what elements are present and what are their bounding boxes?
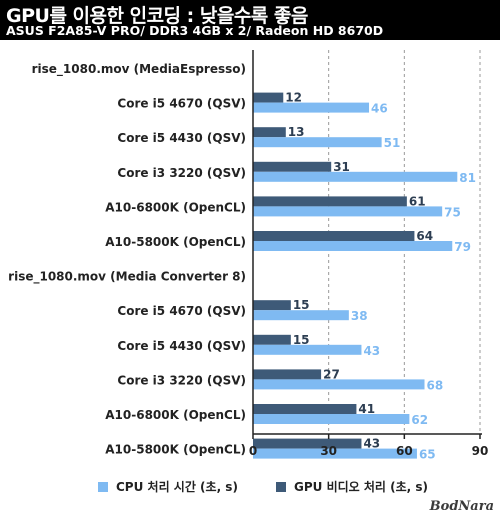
bar-cpu [253,448,417,459]
value-label-cpu: 38 [351,309,368,323]
bar-gpu [253,196,407,207]
chart-title: GPU를 이용한 인코딩 : 낮을수록 좋음 [6,5,308,27]
value-label-gpu: 61 [409,194,426,208]
value-label-cpu: 68 [427,378,444,392]
value-label-gpu: 15 [293,333,310,347]
category-label: Core i5 4430 (QSV) [117,131,246,145]
category-label: Core i3 3220 (QSV) [117,373,246,387]
bar-gpu [253,369,322,380]
value-label-gpu: 15 [293,298,310,312]
group-heading-1: rise_1080.mov (Media Converter 8) [8,270,246,285]
bar-cpu [253,379,425,390]
bar-gpu [253,161,332,172]
bar-gpu [253,404,357,414]
x-tick-label: 90 [472,444,489,458]
legend-label-cpu: CPU 처리 시간 (초, s) [116,480,238,494]
category-label: Core i5 4430 (QSV) [117,339,246,353]
value-label-gpu: 12 [285,91,302,105]
bar-gpu [253,334,291,345]
bar-chart: rise_1080.mov (MediaEspresso) Core i5 467… [8,50,489,462]
category-label: A10-6800K (OpenCL) [105,200,246,214]
bar-cpu [253,344,362,355]
category-label: Core i5 4670 (QSV) [117,304,246,318]
bar-gpu [253,92,284,103]
category-label: Core i3 3220 (QSV) [117,166,246,180]
bar-gpu [253,231,415,241]
x-tick-label: 0 [249,444,257,458]
bar-gpu [253,127,286,138]
category-label: A10-5800K (OpenCL) [105,235,246,249]
value-label-cpu: 75 [444,205,461,219]
chart-legend: CPU 처리 시간 (초, s) GPU 비디오 처리 (초, s) [0,478,500,498]
watermark-logo: BodNara [429,499,494,514]
chart-subtitle: ASUS F2A85-V PRO/ DDR3 4GB x 2/ Radeon H… [6,23,384,38]
category-label: A10-6800K (OpenCL) [105,408,246,422]
x-tick-label: 60 [396,444,413,458]
legend-swatch-cpu [98,481,108,492]
bar-cpu [253,414,410,424]
group-heading-0: rise_1080.mov (MediaEspresso) [32,62,246,77]
category-label: A10-5800K (OpenCL) [105,443,246,457]
legend-item-gpu: GPU 비디오 처리 (초, s) [276,478,428,495]
bar-gpu [253,438,362,449]
bar-cpu [253,206,443,217]
legend-swatch-gpu [276,481,286,492]
value-label-cpu: 51 [384,136,401,150]
bar-cpu [253,102,370,113]
bar-cpu [253,310,349,321]
chart-header: GPU를 이용한 인코딩 : 낮을수록 좋음 ASUS F2A85-V PRO/… [0,0,500,40]
value-label-gpu: 31 [333,160,350,174]
legend-label-gpu: GPU 비디오 처리 (초, s) [294,480,429,494]
value-label-gpu: 13 [288,125,305,139]
value-label-cpu: 79 [454,240,471,254]
value-label-gpu: 64 [416,229,433,243]
value-label-cpu: 43 [363,344,380,358]
bar-cpu [253,137,382,148]
bar-cpu [253,171,458,182]
value-label-cpu: 62 [411,413,428,427]
value-label-cpu: 81 [459,171,476,185]
value-label-gpu: 27 [323,367,340,381]
legend-item-cpu: CPU 처리 시간 (초, s) [98,478,238,495]
value-label-cpu: 46 [371,102,388,116]
value-label-cpu: 65 [419,448,436,462]
value-label-gpu: 43 [363,437,380,451]
value-label-gpu: 41 [358,402,375,416]
bar-gpu [253,300,291,311]
bar-cpu [253,241,453,251]
x-tick-label: 30 [320,444,337,458]
category-label: Core i5 4670 (QSV) [117,97,246,111]
